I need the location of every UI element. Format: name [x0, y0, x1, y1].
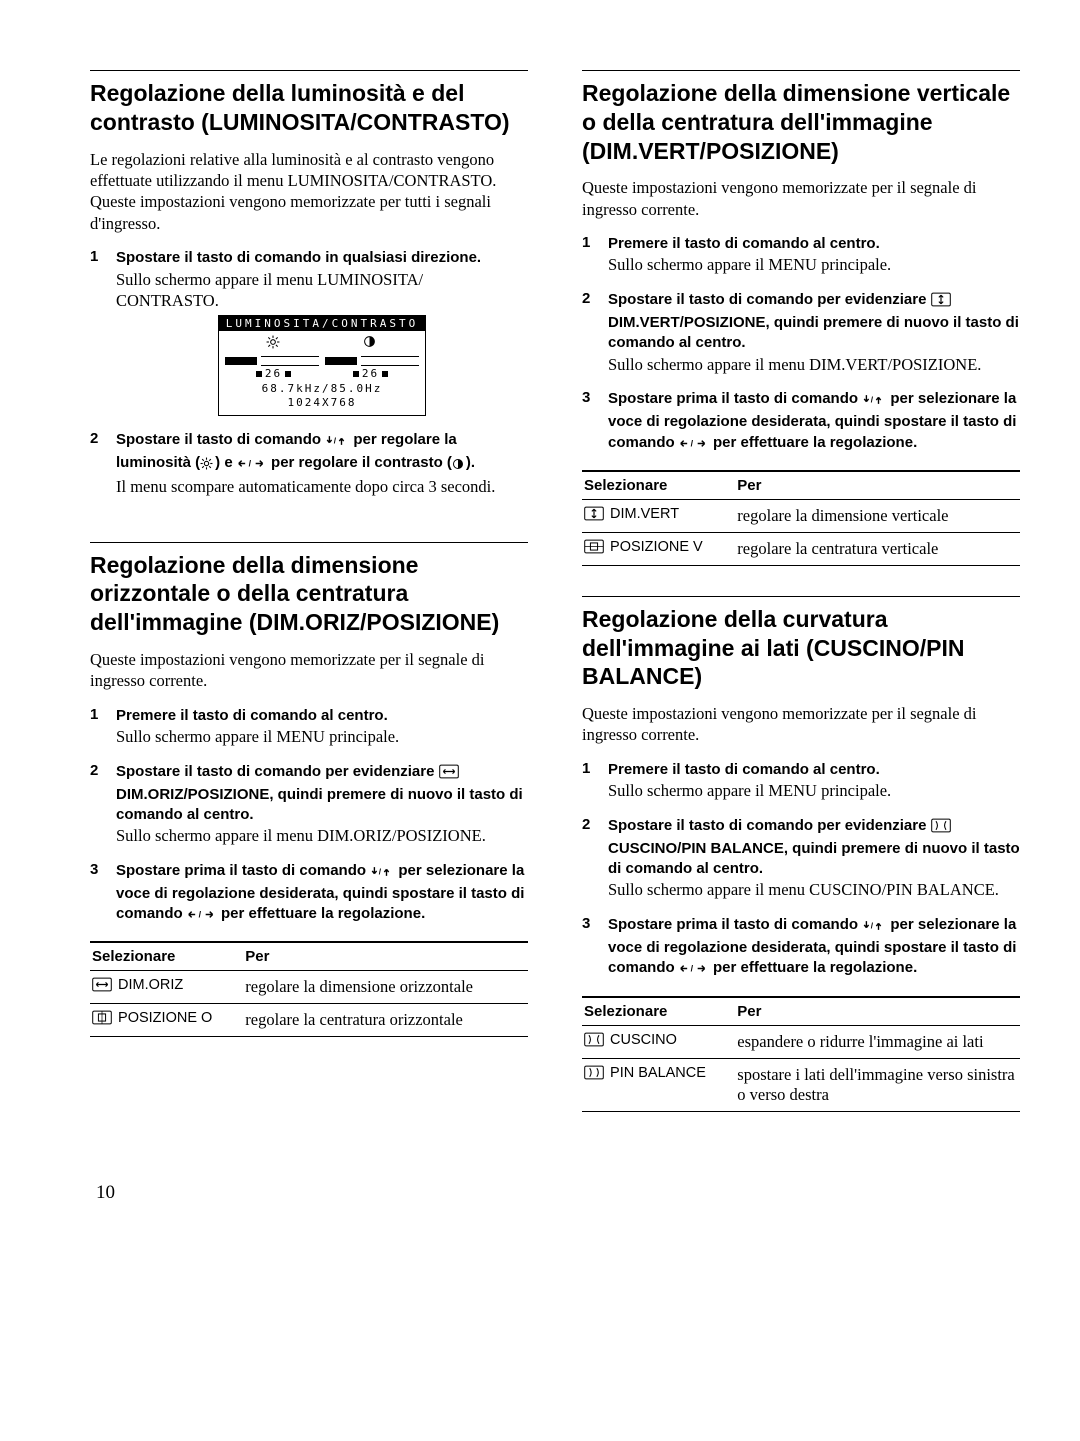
- vsize-icon: [931, 292, 951, 313]
- table-row: DIM.VERT regolare la dimensione vertical…: [582, 499, 1020, 532]
- table-row: CUSCINO espandere o ridurre l'immagine a…: [582, 1025, 1020, 1058]
- sun-icon: [266, 335, 280, 354]
- osd-title: LUMINOSITA/CONTRASTO: [219, 316, 425, 331]
- cuscino-icon: [584, 1032, 604, 1051]
- table-header: Per: [243, 942, 528, 971]
- table-header: Selezionare: [582, 997, 735, 1026]
- step-plain: Sullo schermo appare il menu DIM.VERT/PO…: [608, 354, 1020, 375]
- step-bold: Spostare il tasto di comando per evidenz…: [116, 762, 528, 826]
- hsize-icon: [92, 977, 112, 996]
- section-rule: [90, 70, 528, 71]
- step-bold: Spostare il tasto di comando in qualsias…: [116, 248, 528, 268]
- contrast-icon: [363, 335, 376, 354]
- step-plain: Sullo schermo appare il menu LUMINOSITA/…: [116, 269, 528, 312]
- selection-table: Selezionare Per CUSCINO espandere o ridu…: [582, 996, 1020, 1112]
- section-intro: Queste impostazioni vengono memorizzate …: [90, 649, 528, 692]
- step-bold: Spostare prima il tasto di comando / per…: [608, 915, 1020, 982]
- section-vertical: Regolazione della dimensione verticale o…: [582, 70, 1020, 566]
- step-bold: Premere il tasto di comando al centro.: [116, 706, 528, 726]
- step: 1 Spostare il tasto di comando in qualsi…: [90, 248, 528, 416]
- table-row: POSIZIONE V regolare la centratura verti…: [582, 532, 1020, 565]
- page: Regolazione della luminosità e del contr…: [0, 0, 1080, 1182]
- table-row: POSIZIONE O regolare la centratura orizz…: [90, 1004, 528, 1037]
- down-up-arrow-icon: /: [862, 392, 884, 412]
- left-right-arrow-icon: /: [679, 436, 707, 456]
- osd-value-right: 26: [362, 367, 379, 380]
- down-up-arrow-icon: /: [325, 433, 347, 453]
- svg-text:/: /: [871, 921, 874, 930]
- osd-icons: [225, 335, 419, 354]
- step-bold: Spostare il tasto di comando / per regol…: [116, 430, 528, 477]
- page-number: 10: [0, 1182, 1080, 1244]
- step-plain: Sullo schermo appare il menu DIM.ORIZ/PO…: [116, 825, 528, 846]
- osd-value-left: 26: [265, 367, 282, 380]
- table-row: PIN BALANCE spostare i lati dell'immagin…: [582, 1058, 1020, 1111]
- selection-table: Selezionare Per DIM.ORIZ regolare la dim…: [90, 941, 528, 1037]
- hpos-icon: [92, 1010, 112, 1029]
- left-column: Regolazione della luminosità e del contr…: [90, 70, 528, 1142]
- section-title: Regolazione della curvatura dell'immagin…: [582, 605, 1020, 691]
- right-column: Regolazione della dimensione verticale o…: [582, 70, 1020, 1142]
- section-brightness: Regolazione della luminosità e del contr…: [90, 70, 528, 512]
- contrast-icon: [452, 456, 464, 476]
- hsize-icon: [439, 764, 459, 785]
- svg-text:/: /: [379, 867, 382, 876]
- svg-text:/: /: [249, 458, 252, 468]
- osd-diagram: LUMINOSITA/CONTRASTO: [116, 315, 528, 415]
- table-header: Per: [735, 997, 1020, 1026]
- left-right-arrow-icon: /: [679, 961, 707, 981]
- left-right-arrow-icon: /: [187, 907, 215, 927]
- step-plain: Sullo schermo appare il MENU principale.: [116, 726, 528, 747]
- section-intro: Queste impostazioni vengono memorizzate …: [582, 177, 1020, 220]
- vpos-icon: [584, 539, 604, 558]
- step-bold: Spostare prima il tasto di comando / per…: [116, 861, 528, 928]
- step-number: 2: [90, 430, 98, 447]
- table-header: Selezionare: [90, 942, 243, 971]
- step-plain: Il menu scompare automaticamente dopo ci…: [116, 476, 528, 497]
- section-pincushion: Regolazione della curvatura dell'immagin…: [582, 596, 1020, 1112]
- step-plain: Sullo schermo appare il MENU principale.: [608, 254, 1020, 275]
- step-bold: Spostare il tasto di comando per evidenz…: [608, 816, 1020, 880]
- osd-footer-2: 1024X768: [225, 396, 419, 409]
- svg-text:/: /: [691, 964, 694, 974]
- step-bold: Spostare il tasto di comando per evidenz…: [608, 290, 1020, 354]
- section-intro: Queste impostazioni vengono memorizzate …: [582, 703, 1020, 746]
- sun-icon: [200, 456, 213, 476]
- svg-text:/: /: [871, 395, 874, 404]
- step-bold: Premere il tasto di comando al centro.: [608, 760, 1020, 780]
- selection-table: Selezionare Per DIM.VERT regolare la dim…: [582, 470, 1020, 566]
- down-up-arrow-icon: /: [370, 864, 392, 884]
- step-number: 1: [90, 248, 98, 265]
- pinbal-icon: [584, 1065, 604, 1084]
- section-title: Regolazione della luminosità e del contr…: [90, 79, 528, 137]
- vsize-icon: [584, 506, 604, 525]
- cuscino-icon: [931, 818, 951, 839]
- down-up-arrow-icon: /: [862, 918, 884, 938]
- svg-text:/: /: [691, 438, 694, 448]
- section-title: Regolazione della dimensione verticale o…: [582, 79, 1020, 165]
- table-row: DIM.ORIZ regolare la dimensione orizzont…: [90, 971, 528, 1004]
- svg-text:/: /: [334, 436, 337, 445]
- section-title: Regolazione della dimensione orizzontale…: [90, 551, 528, 637]
- section-intro: Le regolazioni relative alla luminosità …: [90, 149, 528, 235]
- table-header: Per: [735, 471, 1020, 500]
- step-plain: Sullo schermo appare il MENU principale.: [608, 780, 1020, 801]
- step-bold: Spostare prima il tasto di comando / per…: [608, 389, 1020, 456]
- steps: 1 Spostare il tasto di comando in qualsi…: [90, 248, 528, 497]
- section-horizontal: Regolazione della dimensione orizzontale…: [90, 542, 528, 1038]
- left-right-arrow-icon: /: [237, 456, 265, 476]
- table-header: Selezionare: [582, 471, 735, 500]
- step: 2 Spostare il tasto di comando / per reg…: [90, 430, 528, 498]
- osd-footer-1: 68.7kHz/85.0Hz: [225, 382, 419, 395]
- step-plain: Sullo schermo appare il menu CUSCINO/PIN…: [608, 879, 1020, 900]
- step-bold: Premere il tasto di comando al centro.: [608, 234, 1020, 254]
- svg-text:/: /: [199, 910, 202, 920]
